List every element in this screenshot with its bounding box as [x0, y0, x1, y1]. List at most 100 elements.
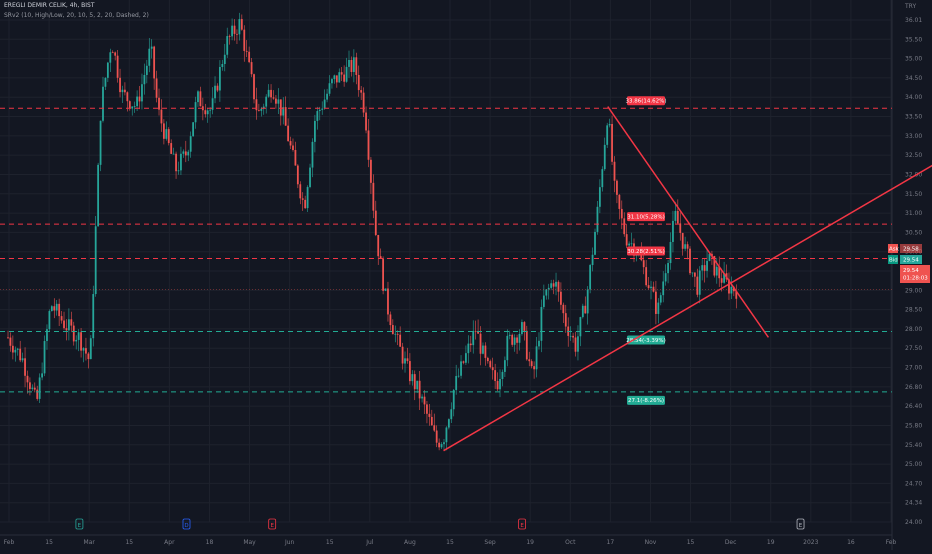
time-tick-label: Mar: [84, 539, 96, 546]
candle-body: [523, 322, 526, 331]
bid-value: 29.54: [903, 258, 919, 264]
candle-body: [499, 378, 501, 390]
event-marker[interactable]: [182, 518, 191, 530]
candle-body: [352, 57, 355, 73]
candle-body: [58, 303, 61, 317]
candle-body: [9, 337, 12, 346]
candle-body: [348, 59, 350, 67]
time-tick-label: 15: [326, 539, 334, 546]
candle-body: [482, 345, 484, 354]
candle-body: [689, 248, 691, 274]
candle-body: [119, 77, 121, 93]
candle-body: [535, 346, 538, 370]
candle-body: [350, 59, 353, 73]
candle-body: [265, 96, 268, 107]
candle-body: [228, 36, 231, 37]
candle-body: [89, 338, 92, 360]
trendline-descending[interactable]: [607, 106, 770, 338]
candle-body: [267, 89, 270, 97]
time-tick-label: Apr: [164, 539, 175, 546]
candle-body: [445, 427, 448, 443]
candle-body: [399, 334, 402, 347]
last-price-badge: [900, 265, 930, 283]
candle-body: [564, 313, 567, 327]
candle-body: [360, 90, 363, 93]
price-tick-label: 32.50: [905, 152, 922, 159]
candle-body: [491, 367, 494, 371]
chart-title: EREGLI DEMIR CELIK, 4h, BIST: [4, 2, 95, 9]
candle-body: [508, 334, 511, 336]
trendline-ascending[interactable]: [443, 157, 932, 452]
indicator-legend[interactable]: SRv2 (10, High/Low, 20, 10, 5, 2, 20, Da…: [4, 12, 149, 19]
candle-body: [116, 55, 119, 78]
candle-body: [701, 265, 704, 271]
ask-value: 29.58: [903, 247, 919, 253]
time-tick-label: 17: [607, 539, 615, 546]
candle-body: [26, 375, 29, 383]
candle-body: [211, 98, 214, 110]
candle-body: [484, 345, 487, 358]
candle-body: [418, 380, 421, 399]
candle-body: [318, 109, 321, 112]
event-marker[interactable]: [75, 518, 84, 530]
candle-body: [679, 223, 682, 233]
candle-body: [550, 283, 553, 288]
candle-body: [560, 291, 562, 305]
price-tick-label: 24.34: [905, 500, 922, 507]
candle-body: [365, 112, 367, 131]
candle-body: [46, 329, 48, 342]
candle-body: [160, 109, 163, 124]
candle-body: [41, 373, 44, 378]
candle-body: [63, 320, 65, 329]
candle-body: [511, 334, 514, 345]
candle-body: [440, 444, 443, 448]
candle-body: [114, 52, 117, 56]
candle-body: [294, 150, 297, 166]
candle-body: [411, 374, 414, 382]
candle-body: [579, 317, 582, 337]
candle-body: [379, 256, 382, 259]
candle-body: [223, 54, 226, 65]
event-marker[interactable]: [796, 518, 805, 530]
candle-body: [340, 72, 343, 75]
event-marker[interactable]: [518, 518, 526, 530]
candle-body: [48, 311, 51, 330]
candle-body: [19, 348, 22, 361]
candle-body: [552, 283, 555, 287]
candle-body: [306, 187, 309, 209]
candle-body: [289, 141, 292, 146]
candle-body: [652, 286, 655, 292]
candle-body: [226, 36, 229, 55]
candle-body: [447, 419, 450, 428]
candle-body: [250, 62, 253, 75]
candle-body: [50, 306, 53, 312]
candle-body: [153, 46, 156, 79]
candle-body: [277, 99, 280, 104]
candle-body: [240, 19, 243, 30]
candle-body: [667, 263, 669, 274]
candle-body: [343, 74, 346, 82]
ask-value-badge: [900, 244, 922, 253]
candle-body: [180, 153, 182, 171]
time-tick-label: Sep: [484, 539, 496, 546]
candle-body: [462, 361, 465, 363]
candle-body: [703, 265, 706, 271]
candle-body: [672, 220, 674, 242]
time-tick-label: Feb: [4, 539, 15, 546]
candle-body: [625, 234, 628, 246]
time-tick-label: Jul: [365, 539, 374, 546]
candle-body: [372, 182, 375, 211]
candle-body: [426, 404, 428, 414]
candle-body: [533, 366, 536, 370]
candle-body: [236, 33, 238, 35]
event-marker[interactable]: [268, 518, 277, 530]
candle-body: [401, 346, 404, 364]
candle-body: [711, 253, 713, 257]
candle-body: [438, 442, 441, 448]
candle-body: [284, 107, 287, 126]
candle-body: [326, 93, 328, 100]
candle-body: [494, 370, 497, 382]
candle-body: [723, 273, 726, 283]
